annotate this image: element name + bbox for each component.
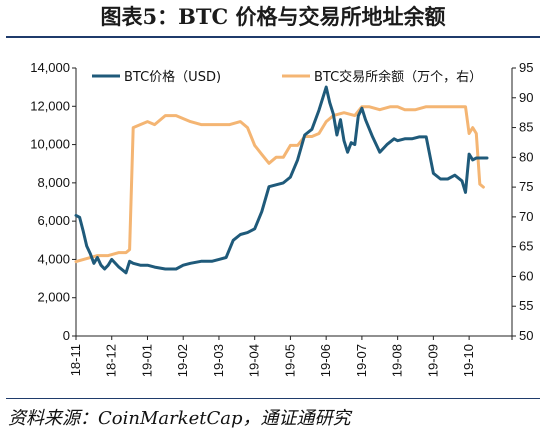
y-right-tick-label: 75 — [519, 179, 533, 194]
y-left-tick-label: 14,000 — [30, 60, 70, 75]
series-lines — [74, 85, 489, 275]
x-tick-label: 19-07 — [354, 344, 369, 377]
x-tick-label: 18-12 — [104, 344, 119, 377]
y-right-tick-label: 95 — [519, 60, 533, 75]
y-right-tick-label: 70 — [519, 209, 533, 224]
y-left-tick-label: 0 — [63, 328, 70, 343]
y-left-tick-label: 4,000 — [37, 251, 70, 266]
y-left-tick-label: 6,000 — [37, 213, 70, 228]
x-tick-label: 19-06 — [318, 344, 333, 377]
x-tick-label: 19-03 — [211, 344, 226, 377]
x-tick-label: 19-10 — [461, 344, 476, 377]
axes-group: 0 2,000 4,000 6,000 8,000 10,000 12,000 14,000 5… — [30, 60, 533, 377]
legend: BTC价格（USD) BTC交易所余额（万个，右） — [92, 69, 482, 85]
y-right-tick-label: 90 — [519, 90, 533, 105]
y-right-tick-label: 50 — [519, 328, 533, 343]
y-right-tick-label: 60 — [519, 268, 533, 283]
legend-label: BTC价格（USD) — [124, 69, 221, 85]
x-tick-label: 19-01 — [139, 344, 154, 377]
x-tick-label: 19-08 — [390, 344, 405, 377]
y-left-tick-label: 8,000 — [37, 175, 70, 190]
exchange-balance-line — [74, 105, 485, 264]
btc-price-line — [74, 85, 489, 275]
y-left-tick-label: 12,000 — [30, 98, 70, 113]
footer-divider — [6, 398, 540, 399]
title-divider — [6, 36, 540, 38]
y-right-tick-label: 65 — [519, 239, 533, 254]
y-right-tick-label: 80 — [519, 149, 533, 164]
chart-title: 图表5：BTC 价格与交易所地址余额 — [100, 4, 446, 29]
y-right-tick-label: 85 — [519, 120, 533, 135]
x-tick-label: 19-02 — [175, 344, 190, 377]
y-right-tick-label: 55 — [519, 298, 533, 313]
y-left-tick-label: 10,000 — [30, 137, 70, 152]
source-note: 资料来源：CoinMarketCap，通证通研究 — [8, 408, 351, 429]
y-left-tick-label: 2,000 — [37, 290, 70, 305]
x-tick-label: 18-11 — [68, 344, 83, 376]
x-tick-label: 19-09 — [425, 344, 440, 377]
x-tick-label: 19-04 — [247, 344, 262, 377]
legend-label: BTC交易所余额（万个，右） — [314, 69, 482, 85]
x-tick-label: 19-05 — [282, 344, 297, 377]
